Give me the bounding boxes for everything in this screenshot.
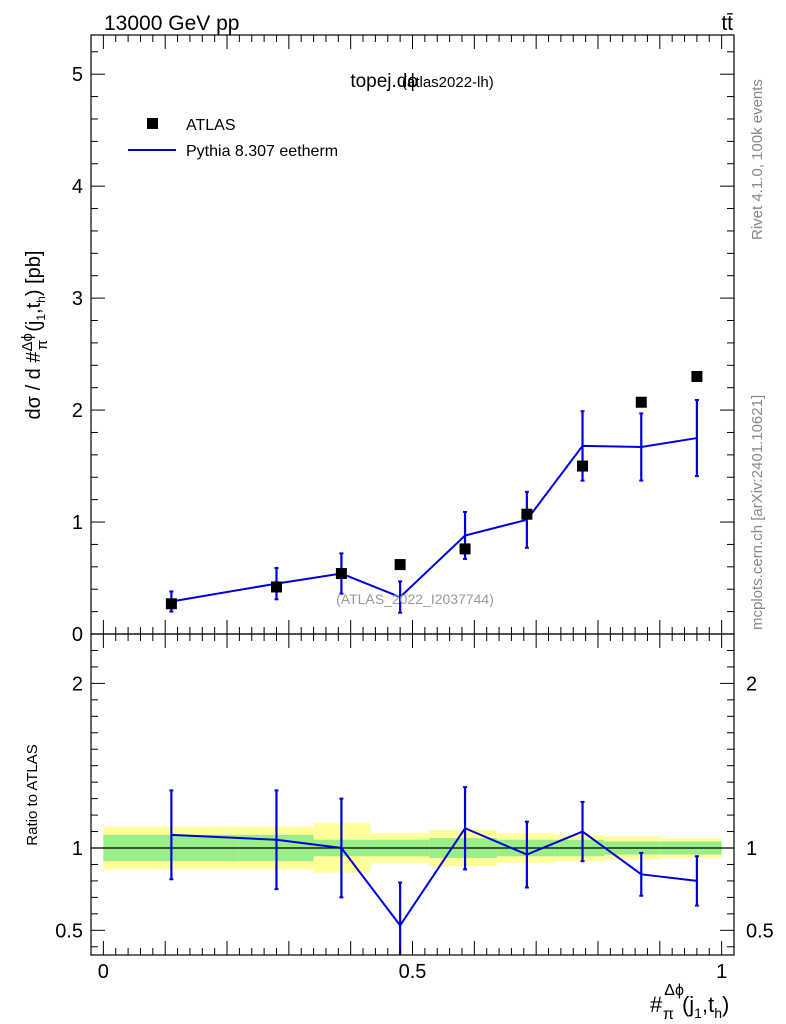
pythia-line [171,437,698,603]
legend: ATLAS Pythia 8.307 eetherm [128,117,338,160]
y-axis-label: dσ / d #Δϕπ(j1,th) [pb] [19,251,51,420]
y-tick-label: 2 [72,400,83,422]
atlas-point [691,370,703,382]
watermark: (ATLAS_2022_I2037744) [336,591,494,607]
atlas-point [577,460,589,472]
ratio-ticks: 0.5 0.5 1 1 2 2 0 0.5 1 [55,634,774,983]
atlas-point [459,543,471,555]
chart-title: topej.dϕ [350,71,418,92]
chart-subtitle: (atlas2022-lh) [402,74,494,91]
legend-atlas-label: ATLAS [186,117,236,134]
ratio-y-label: Ratio to ATLAS [24,744,41,845]
y-tick-label: 0 [72,624,83,646]
y-tick-label: 1 [72,512,83,534]
atlas-point [521,508,533,520]
ratio-y-tick-label-right: 2 [746,673,757,695]
x-tick-label: 0 [98,961,109,983]
y-tick-label: 4 [72,176,83,198]
ratio-y-tick-label: 2 [72,673,83,695]
svg-text:#Δϕπ(j1,th): #Δϕ π (j1,th) [650,982,729,1023]
atlas-point [335,568,347,580]
atlas-point [165,598,177,610]
legend-pythia-label: Pythia 8.307 eetherm [186,143,338,160]
legend-atlas-marker [147,118,158,129]
energy-label: 13000 GeV pp [104,12,239,35]
x-axis-label: #Δϕ π (j1,th) [650,982,729,1023]
svg-text:dσ / d #Δϕπ(j1,th) [pb]: dσ / d #Δϕπ(j1,th) [pb] [19,251,51,420]
main-panel: 0 1 2 3 4 5 topej.dϕ (atlas2022-lh) (ATLAS_20… [19,34,735,646]
ratio-y-tick-label: 0.5 [55,920,83,942]
ratio-panel: 0.5 0.5 1 1 2 2 0 0.5 1 Ratio to ATLAS [24,633,774,983]
x-tick-label: 0.5 [399,961,427,983]
main-ticks: 0 1 2 3 4 5 [72,35,734,646]
main-marks [165,370,703,614]
ratio-marks [91,786,734,955]
y-tick-label: 3 [72,288,83,310]
ratio-y-tick-label-right: 0.5 [746,920,774,942]
x-tick-label: 1 [716,961,727,983]
process-label: tt̄ [721,12,733,35]
atlas-point [270,581,282,593]
ratio-y-tick-label: 1 [72,838,83,860]
y-tick-label: 5 [72,64,83,86]
ratio-y-tick-label-right: 1 [746,838,757,860]
mcplots-label: mcplots.cern.ch [arXiv:2401.10621] [749,395,766,630]
atlas-point [394,559,406,571]
rivet-label: Rivet 4.1.0, 100k events [749,79,766,240]
atlas-point [635,396,647,408]
